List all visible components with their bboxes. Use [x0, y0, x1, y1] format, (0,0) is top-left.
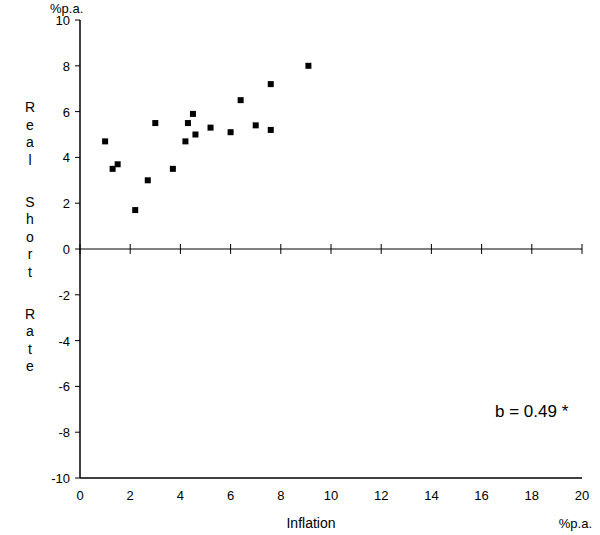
x-tick-label: 16 — [474, 488, 488, 503]
y-tick-label: -2 — [58, 288, 70, 303]
x-tick — [230, 244, 231, 254]
y-tick — [75, 249, 80, 250]
point — [152, 120, 158, 126]
x-tick-label: 6 — [227, 488, 234, 503]
point — [190, 111, 196, 117]
y-label-space — [28, 281, 32, 297]
x-tick-label: 0 — [76, 488, 83, 503]
y-label-letter: R — [25, 306, 35, 322]
y-tick-label: -4 — [58, 334, 70, 349]
x-tick — [481, 244, 482, 254]
y-label-letter: r — [28, 246, 33, 262]
point — [145, 177, 151, 183]
y-tick — [75, 111, 80, 112]
y-label-letter: R — [25, 99, 35, 115]
x-tick-label: 4 — [177, 488, 184, 503]
x-tick — [280, 244, 281, 254]
y-tick-label: 8 — [63, 59, 70, 74]
point — [185, 120, 191, 126]
points — [102, 63, 311, 213]
y-unit: %p.a. — [50, 1, 83, 16]
y-tick — [75, 20, 80, 21]
y-tick — [75, 157, 80, 158]
x-tick-label: 12 — [374, 488, 388, 503]
point — [115, 161, 121, 167]
y-label-letter: o — [26, 229, 34, 245]
x-tick — [531, 244, 532, 254]
y-label-letter: e — [26, 117, 34, 133]
y-label-letter: S — [25, 194, 34, 210]
y-tick — [75, 432, 80, 433]
y-label-space — [28, 169, 32, 185]
y-tick-label: 6 — [63, 105, 70, 120]
y-tick-label: 2 — [63, 196, 70, 211]
x-tick — [381, 244, 382, 254]
y-label-letter: a — [26, 323, 34, 339]
point — [182, 138, 188, 144]
x-tick-label: 18 — [525, 488, 539, 503]
x-tick — [180, 244, 181, 254]
y-tick — [75, 203, 80, 204]
y-tick-label: -6 — [58, 379, 70, 394]
point — [268, 127, 274, 133]
x-tick-label: 8 — [277, 488, 284, 503]
point — [253, 122, 259, 128]
x-tick — [582, 244, 583, 254]
x-tick-label: 14 — [424, 488, 438, 503]
y-tick — [75, 294, 80, 295]
y-tick — [75, 478, 80, 479]
chart: 02468101214161820-10-8-6-4-20246810Infla… — [0, 0, 600, 535]
y-tick-label: 0 — [63, 242, 70, 257]
point — [228, 129, 234, 135]
y-label-letter: t — [28, 264, 32, 280]
x-unit: %p.a. — [559, 516, 592, 531]
point — [208, 125, 214, 131]
point — [192, 132, 198, 138]
x-tick — [130, 244, 131, 254]
x-axis-label: Inflation — [286, 515, 335, 531]
x-tick-label: 2 — [127, 488, 134, 503]
y-label-letter: a — [26, 134, 34, 150]
y-tick — [75, 340, 80, 341]
point — [132, 207, 138, 213]
y-label-letter: h — [26, 211, 34, 227]
y-tick-label: 4 — [63, 150, 70, 165]
point — [238, 97, 244, 103]
x-tick-label: 10 — [324, 488, 338, 503]
point — [102, 138, 108, 144]
x-axis-frame — [80, 477, 582, 479]
y-tick-label: -10 — [51, 471, 70, 486]
y-label-letter: e — [26, 358, 34, 374]
point — [268, 81, 274, 87]
x-tick — [331, 244, 332, 254]
y-tick — [75, 386, 80, 387]
y-tick-label: -8 — [58, 425, 70, 440]
point — [170, 166, 176, 172]
x-tick-label: 20 — [575, 488, 589, 503]
y-label-letter: l — [28, 152, 31, 168]
point — [305, 63, 311, 69]
annotation: b = 0.49 * — [495, 402, 569, 421]
x-tick — [431, 244, 432, 254]
y-label-letter: t — [28, 341, 32, 357]
y-tick — [75, 65, 80, 66]
y-axis-label: Real Short Rate — [25, 99, 35, 374]
